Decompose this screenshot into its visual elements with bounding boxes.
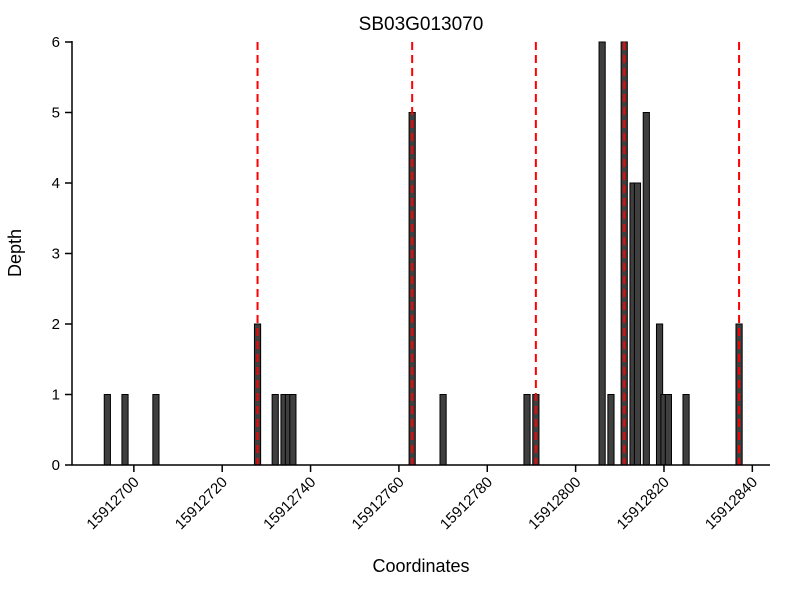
depth-bar: [607, 394, 615, 466]
depth-bar: [439, 394, 447, 466]
chart-title: SB03G013070: [359, 14, 484, 35]
x-tick-label: 15912740: [260, 474, 319, 533]
depth-bar: [682, 394, 690, 466]
y-tick-label: 6: [52, 34, 60, 51]
x-tick-label: 15912820: [614, 474, 673, 533]
depth-bar: [271, 394, 279, 466]
depth-bar: [152, 394, 160, 466]
y-tick-label: 2: [52, 316, 60, 333]
depth-bar: [121, 394, 129, 466]
x-axis-label: Coordinates: [372, 556, 469, 576]
depth-bar: [523, 394, 531, 466]
depth-bar: [532, 394, 540, 466]
depth-bar: [664, 394, 672, 466]
x-tick-label: 15912760: [349, 474, 408, 533]
y-tick-label: 4: [52, 175, 60, 192]
depth-bar: [598, 41, 606, 466]
y-tick-label: 3: [52, 246, 60, 263]
x-tick-label: 15912840: [702, 474, 761, 533]
y-tick-label: 5: [52, 105, 60, 122]
depth-bar: [289, 394, 297, 466]
depth-bar: [642, 112, 650, 466]
y-tick-label: 1: [52, 387, 60, 404]
x-tick-label: 15912720: [172, 474, 231, 533]
depth-bar: [633, 182, 642, 466]
x-tick-label: 15912700: [83, 474, 142, 533]
x-tick-label: 15912780: [437, 474, 496, 533]
plot-layer: 15912700 15912720 15912740 15912760 15912780…: [52, 34, 770, 533]
y-axis-label: Depth: [5, 229, 25, 277]
y-tick-label: 0: [52, 457, 60, 474]
depth-bar: [103, 394, 111, 466]
x-tick-label: 15912800: [525, 474, 584, 533]
